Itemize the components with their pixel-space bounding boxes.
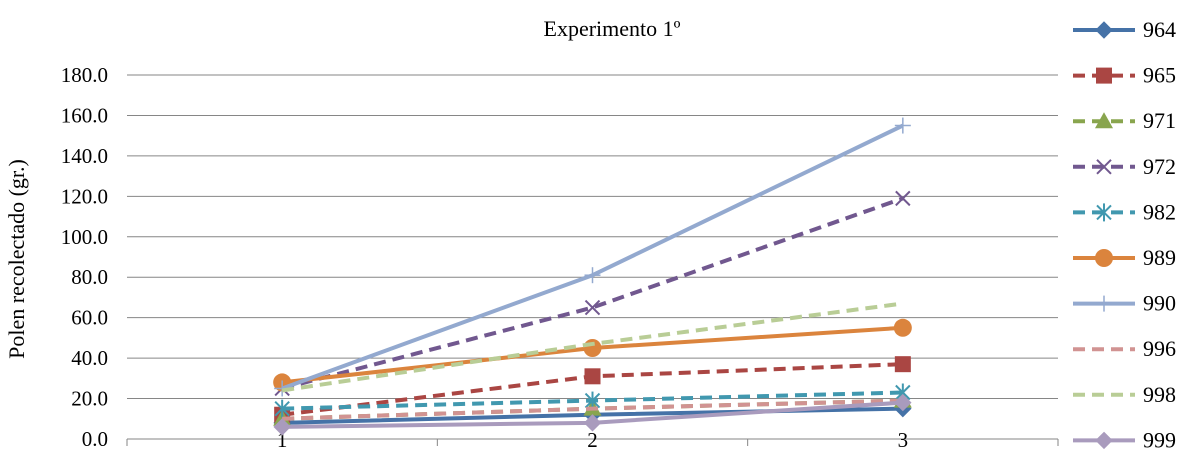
x-tick-label: 3 [898, 428, 909, 452]
y-axis-ticks: 0.0 20.0 40.0 60.0 80.0 100.0 120.0 140.0 160.0 1… [61, 63, 108, 451]
x-tick-label: 2 [587, 428, 598, 452]
legend-entry: 989 [1073, 245, 1176, 270]
data-point [894, 117, 911, 134]
legend-label: 996 [1143, 336, 1176, 361]
legend-label: 982 [1143, 199, 1176, 224]
data-point [584, 267, 601, 284]
data-point [583, 339, 602, 357]
x-tick-label: 1 [277, 428, 288, 452]
legend-marker [1096, 295, 1112, 312]
series-group [273, 117, 912, 436]
legend-entry: 972 [1073, 154, 1176, 179]
legend-label: 964 [1143, 17, 1176, 42]
series-line [282, 398, 903, 421]
y-tick-label: 100.0 [61, 225, 108, 249]
legend-entry: 999 [1073, 427, 1176, 452]
data-point [894, 393, 912, 412]
legend-entry: 971 [1073, 108, 1176, 133]
x-axis-ticks: 1 2 3 [126, 428, 1059, 452]
legend-label: 998 [1143, 382, 1176, 407]
data-point [584, 391, 601, 410]
data-point [584, 368, 601, 385]
legend-marker [1095, 112, 1113, 129]
legend-entry: 998 [1073, 382, 1176, 407]
y-tick-label: 20.0 [71, 387, 108, 411]
y-tick-label: 40.0 [71, 346, 108, 370]
y-tick-label: 0.0 [82, 427, 108, 451]
chart-title: Experimento 1º [544, 16, 681, 41]
data-point [584, 299, 601, 316]
y-tick-label: 180.0 [61, 63, 108, 87]
legend-entry: 982 [1073, 199, 1176, 224]
legend-marker [1096, 203, 1112, 222]
legend-marker [1095, 431, 1113, 450]
legend-label: 990 [1143, 291, 1176, 316]
legend-entry: 964 [1073, 17, 1176, 42]
legend-entry: 996 [1073, 336, 1176, 361]
data-point [274, 399, 290, 418]
legend-marker [1096, 67, 1112, 84]
y-axis-label: Polen recolectado (gr.) [4, 159, 29, 359]
series-990 [274, 117, 911, 397]
legend-entry: 990 [1073, 291, 1176, 316]
y-tick-label: 140.0 [61, 144, 108, 168]
series-972 [274, 190, 911, 397]
y-tick-label: 120.0 [61, 184, 108, 208]
series-999 [273, 393, 912, 436]
series-982 [274, 383, 911, 418]
data-point [895, 190, 911, 207]
y-tick-label: 80.0 [71, 265, 108, 289]
legend-marker [1095, 21, 1113, 39]
data-point [583, 414, 602, 432]
legend: 964 965 971 972 982 989 990 996 998 999 [1073, 17, 1176, 452]
legend-label: 972 [1143, 154, 1176, 179]
data-point [893, 318, 912, 337]
series-line [281, 301, 904, 393]
series-998 [281, 301, 904, 393]
gridlines [127, 74, 1058, 440]
data-point [894, 356, 911, 373]
legend-entry: 965 [1073, 63, 1176, 88]
data-point [273, 418, 291, 436]
legend-marker [1095, 249, 1113, 267]
y-tick-label: 160.0 [61, 103, 108, 127]
legend-label: 989 [1143, 245, 1176, 270]
legend-label: 971 [1143, 108, 1176, 133]
legend-label: 965 [1143, 63, 1176, 88]
legend-label: 999 [1143, 427, 1176, 452]
series-996 [282, 398, 903, 421]
y-tick-label: 60.0 [71, 306, 108, 330]
legend-marker [1096, 159, 1112, 175]
series-line [281, 196, 904, 391]
